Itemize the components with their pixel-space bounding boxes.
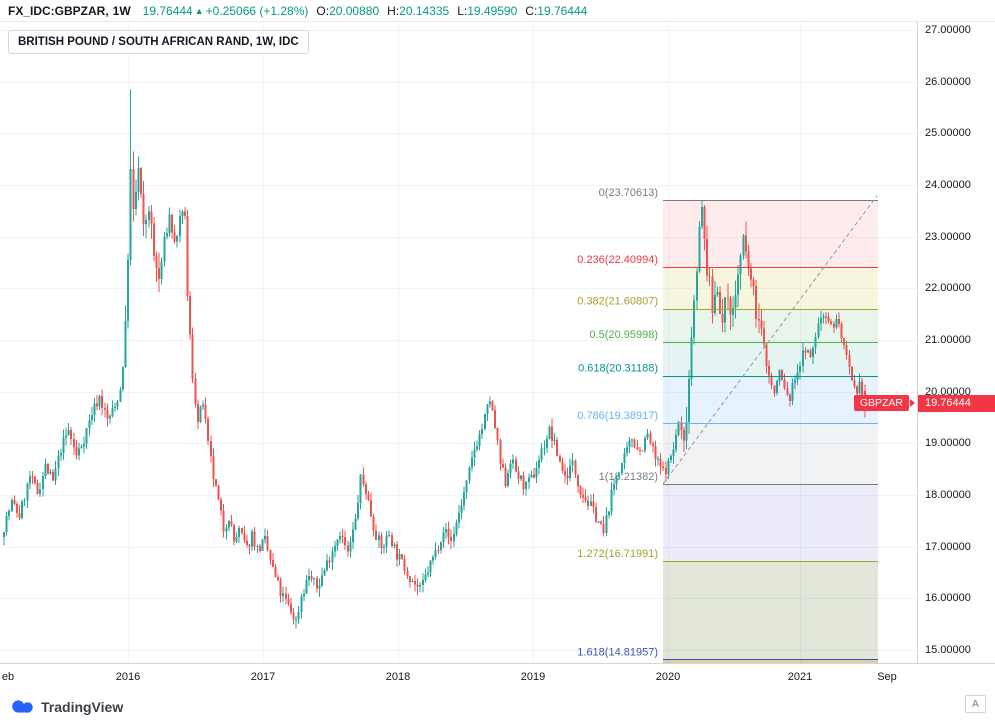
last-price: 19.76444 <box>142 3 193 18</box>
fib-label-1.618: 1.618(14.81957) <box>577 646 658 658</box>
price-label-pointer-icon <box>910 398 915 407</box>
chart-pane[interactable]: 0(23.70613) 0.236(22.40994) 0.382(21.60807… <box>0 22 917 663</box>
candlestick-series <box>3 89 866 629</box>
time-tick-label: Sep <box>877 671 897 683</box>
symbol-price-label-text: GBPZAR <box>853 394 909 411</box>
price-tick-label: 23.00000 <box>925 230 971 243</box>
interval-label[interactable]: 1W <box>112 3 131 18</box>
fib-label-0.786: 0.786(19.38917) <box>577 410 658 422</box>
price-tick-label: 16.00000 <box>925 592 971 605</box>
price-tick-label: 27.00000 <box>925 24 971 36</box>
fib-label-0.382: 0.382(21.60807) <box>577 296 658 308</box>
change-up-icon: ▲ <box>194 5 204 16</box>
high-value: 20.14335 <box>399 3 450 18</box>
candlestick-chart[interactable]: 0(23.70613) 0.236(22.40994) 0.382(21.60807… <box>0 22 917 663</box>
symbol-name[interactable]: FX_IDC:GBPZAR, <box>8 3 109 18</box>
time-axis[interactable]: eb 2016 2017 2018 2019 2020 2021 Sep <box>0 663 995 691</box>
tradingview-wordmark: TradingView <box>41 698 124 715</box>
footer-bar: TradingView A <box>0 690 995 726</box>
price-tick-label: 21.00000 <box>925 334 971 346</box>
price-tick-label: 19.00000 <box>925 437 971 450</box>
fib-label-1: 1(18.21382) <box>599 471 658 483</box>
fib-label-0.236: 0.236(22.40994) <box>577 254 658 266</box>
time-tick-label: 2016 <box>115 671 141 683</box>
low-label: L: <box>457 3 468 18</box>
trend-line[interactable] <box>662 195 878 485</box>
cloud-logo-icon <box>12 700 33 713</box>
fib-label-0.618: 0.618(20.31188) <box>578 363 658 375</box>
price-tick-label: 25.00000 <box>925 127 971 140</box>
price-tick-label: 18.00000 <box>925 489 971 501</box>
fib-label-1.272: 1.272(16.71991) <box>577 548 658 560</box>
price-tick-label: 15.00000 <box>925 644 971 656</box>
fib-retracement-bands <box>663 200 878 663</box>
price-tick-label: 24.00000 <box>925 179 971 191</box>
time-tick-label: 2021 <box>787 671 813 683</box>
time-tick-label: 2018 <box>385 671 411 683</box>
close-value: 19.76444 <box>537 3 588 18</box>
adjust-price-scale-button[interactable]: A <box>965 695 986 713</box>
price-axis[interactable]: 19.76444 27.00000 26.00000 25.00000 24.0000… <box>917 22 995 663</box>
last-price-axis-badge: 19.76444 <box>918 395 995 413</box>
price-tick-label: 17.00000 <box>925 540 971 553</box>
tradingview-logo[interactable]: TradingView <box>8 697 123 716</box>
high-label: H: <box>387 3 400 18</box>
price-tick-label: 20.00000 <box>925 385 971 398</box>
chart-legend[interactable]: BRITISH POUND / SOUTH AFRICAN RAND, 1W, … <box>8 30 309 54</box>
price-tick-label: 26.00000 <box>925 75 971 88</box>
time-tick-label: 2020 <box>655 671 681 683</box>
fib-retracement-lines[interactable] <box>663 200 878 660</box>
fib-label-0.5: 0.5(20.95998) <box>590 329 659 341</box>
symbol-price-label: GBPZAR <box>853 394 915 411</box>
chart-legend-title: BRITISH POUND / SOUTH AFRICAN RAND, 1W, … <box>18 36 299 48</box>
time-tick-label: 2017 <box>250 671 276 683</box>
open-label: O: <box>316 3 330 18</box>
fib-level-labels: 0(23.70613) 0.236(22.40994) 0.382(21.60807… <box>577 187 658 658</box>
time-tick-label: 2019 <box>520 671 546 683</box>
symbol-toolbar: FX_IDC:GBPZAR, 1W 19.76444 ▲ +0.25066 (+… <box>0 0 995 22</box>
fib-label-0: 0(23.70613) <box>599 187 658 199</box>
price-tick-label: 22.00000 <box>925 282 971 295</box>
time-tick-label: eb <box>1 671 15 683</box>
open-value: 20.00880 <box>329 3 380 18</box>
low-value: 19.49590 <box>467 3 518 18</box>
change-value: +0.25066 (+1.28%) <box>205 3 309 18</box>
close-label: C: <box>525 3 538 18</box>
